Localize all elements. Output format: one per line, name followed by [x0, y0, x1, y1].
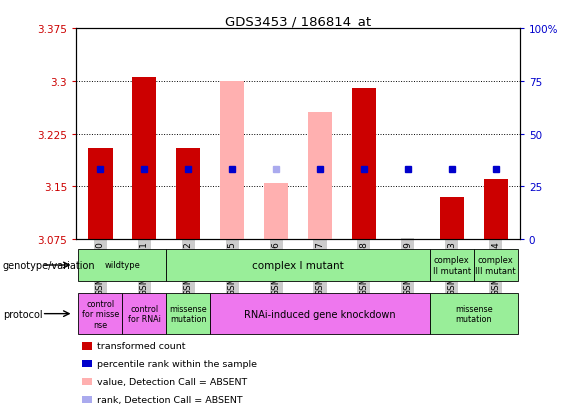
Text: control
for misse
nse: control for misse nse	[82, 299, 119, 329]
Bar	[220, 82, 244, 240]
Text: missense
mutation: missense mutation	[455, 304, 493, 323]
Bar	[473, 250, 518, 281]
Bar	[88, 148, 112, 240]
Bar	[210, 293, 430, 335]
Bar	[166, 250, 430, 281]
Text: complex
II mutant: complex II mutant	[433, 256, 471, 275]
Text: complex I mutant: complex I mutant	[252, 260, 344, 271]
Bar	[308, 131, 332, 240]
Bar	[264, 183, 288, 240]
Bar	[430, 293, 518, 335]
Text: complex
III mutant: complex III mutant	[475, 256, 516, 275]
Bar	[440, 197, 464, 240]
Text: percentile rank within the sample: percentile rank within the sample	[97, 359, 257, 368]
Text: control
for RNAi: control for RNAi	[128, 304, 161, 323]
Text: RNAi-induced gene knockdown: RNAi-induced gene knockdown	[244, 309, 396, 319]
Text: rank, Detection Call = ABSENT: rank, Detection Call = ABSENT	[97, 395, 242, 404]
Bar	[484, 180, 508, 240]
Bar	[123, 293, 166, 335]
Text: wildtype: wildtype	[105, 261, 140, 270]
Bar	[79, 293, 123, 335]
Bar	[308, 113, 332, 240]
Bar	[352, 89, 376, 240]
Text: protocol: protocol	[3, 309, 42, 319]
Title: GDS3453 / 186814_at: GDS3453 / 186814_at	[225, 15, 371, 28]
Text: transformed count: transformed count	[97, 342, 185, 351]
Bar	[430, 250, 473, 281]
Bar	[132, 78, 157, 240]
Text: value, Detection Call = ABSENT: value, Detection Call = ABSENT	[97, 377, 247, 386]
Text: genotype/variation: genotype/variation	[3, 260, 95, 271]
Text: missense
mutation: missense mutation	[170, 304, 207, 323]
Bar	[166, 293, 210, 335]
Bar	[176, 148, 201, 240]
Bar	[79, 250, 166, 281]
